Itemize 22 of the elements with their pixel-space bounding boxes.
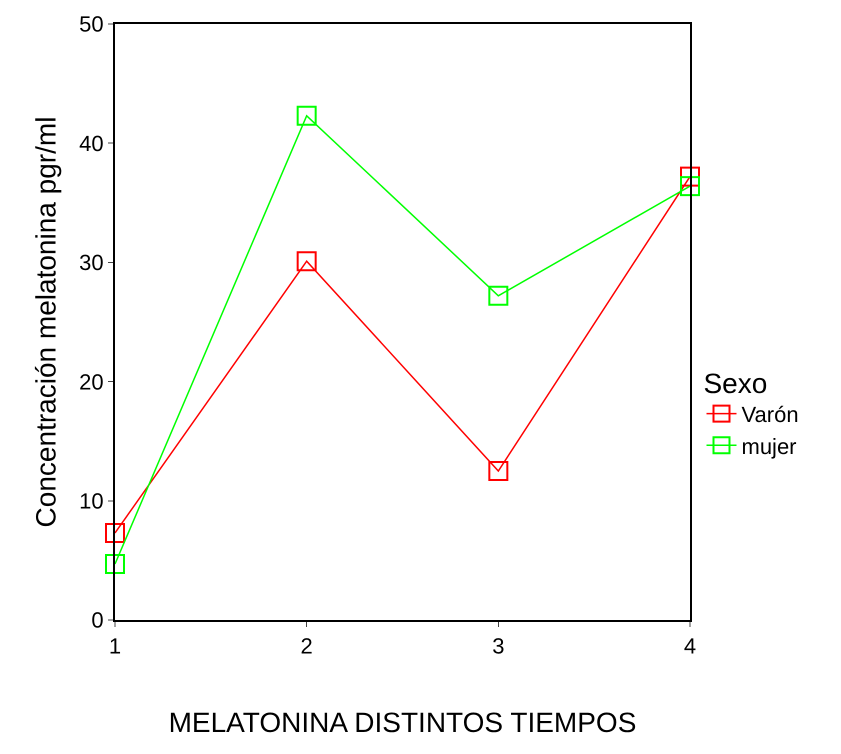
point (488, 461, 508, 481)
y-tick-label: 30 (79, 250, 104, 276)
x-tick-label: 2 (300, 633, 313, 658)
point (680, 176, 700, 196)
point (488, 286, 508, 306)
y-tick-label: 0 (91, 608, 104, 633)
x-tick-label: 3 (492, 633, 504, 658)
point (105, 554, 125, 574)
point (105, 522, 125, 543)
point (296, 106, 317, 126)
y-tick-label: 40 (79, 130, 104, 156)
y-axis-title: Concentración melatonina pgr/ml (30, 116, 62, 528)
legend-label: Varón (742, 402, 799, 428)
y-tick-label: 20 (79, 369, 104, 394)
x-axis-title: MELATONINA DISTINTOS TIEMPOS (168, 707, 636, 738)
legend-title: Sexo (704, 368, 768, 399)
x-tick-label: 4 (684, 633, 696, 658)
point (296, 251, 317, 272)
y-tick-label: 10 (79, 488, 104, 514)
y-tick-label: 50 (79, 12, 104, 37)
x-tick-label: 1 (108, 633, 122, 658)
legend-label: mujer (742, 434, 797, 459)
